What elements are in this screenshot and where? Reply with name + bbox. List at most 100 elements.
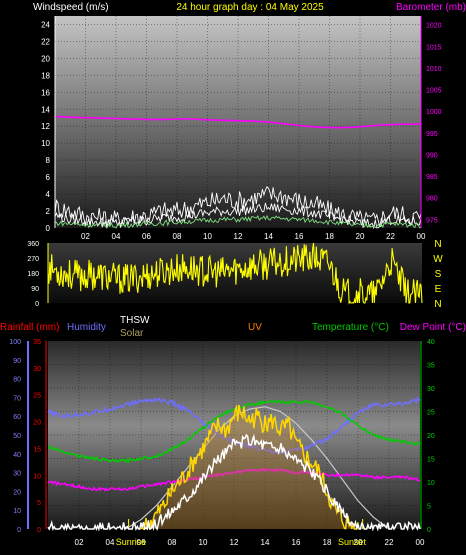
temperature-tick-label: 0 — [427, 527, 431, 534]
temperature-axis: 0 5 10 15 20 25 30 35 40 — [427, 339, 435, 534]
windspeed-tick-label: 2 — [46, 207, 51, 216]
wind-panel-series — [54, 115, 422, 230]
hour-tick-label: 16 — [292, 538, 301, 547]
barometer-tick-label: 975 — [426, 217, 438, 224]
windspeed-tick-label: 4 — [46, 190, 51, 199]
dewpoint-line — [47, 467, 421, 492]
solar-line — [140, 404, 359, 531]
wind_avg-line — [54, 214, 421, 229]
windspeed-tick-label: 24 — [41, 20, 50, 29]
humidity-tick-label: 30 — [13, 471, 21, 478]
hour-tick-label: 08 — [168, 538, 177, 547]
hour-tick-label: 18 — [325, 232, 334, 241]
temperature-line — [47, 399, 421, 464]
windspeed-label: Windspeed (m/s) — [33, 2, 109, 13]
hour-tick-label: 00 — [417, 232, 426, 241]
temperature-tick-label: 20 — [427, 433, 435, 440]
solar-area — [141, 405, 358, 529]
hour-tick-label: 20 — [354, 538, 363, 547]
windspeed-tick-label: 16 — [41, 88, 50, 97]
barometer-axis: 975 980 985 990 995 1000 1005 1010 1015 1020 — [426, 23, 442, 225]
direction-tick-label: 0 — [35, 301, 39, 308]
compass-label: N — [434, 299, 441, 310]
dewpoint-label: Dew Point (°C) — [400, 322, 466, 333]
humidity-tick-label: 70 — [13, 395, 21, 402]
temperature-panel-hour-axis: 02 04 06 08 10 12 14 16 18 20 22 00 — [75, 538, 425, 547]
windspeed-tick-label: 0 — [46, 224, 51, 233]
hour-tick-label: 02 — [75, 538, 84, 547]
humidity-label: Humidity — [67, 322, 106, 333]
rainfall-tick-label: 25 — [33, 393, 41, 400]
hour-tick-label: 04 — [112, 232, 121, 241]
temperature-tick-label: 10 — [427, 480, 435, 487]
thsw-label: THSW — [120, 315, 150, 326]
barometer-tick-label: 1010 — [426, 66, 442, 73]
hour-tick-label: 16 — [295, 232, 304, 241]
humidity-tick-label: 90 — [13, 358, 21, 365]
direction-tick-label: 360 — [27, 241, 39, 248]
rainfall-tick-label: 15 — [33, 446, 41, 453]
hour-tick-label: 12 — [230, 538, 239, 547]
solar_max-line — [125, 406, 390, 530]
compass-label: E — [435, 284, 442, 295]
rainfall-tick-label: 0 — [37, 527, 41, 534]
temperature-tick-label: 30 — [427, 386, 435, 393]
sunset-label: Sunset — [338, 537, 367, 547]
wind-panel-hour-axis: 02 04 06 08 10 12 14 16 18 20 22 00 — [81, 232, 426, 241]
rainfall-tick-label: 20 — [33, 420, 41, 427]
windspeed-tick-label: 22 — [41, 37, 50, 46]
windspeed-tick-label: 8 — [46, 156, 51, 165]
hour-tick-label: 10 — [199, 538, 208, 547]
hour-tick-label: 14 — [261, 538, 270, 547]
temperature-tick-label: 5 — [427, 504, 431, 511]
temperature-tick-label: 25 — [427, 410, 435, 417]
temperature-tick-label: 35 — [427, 363, 435, 370]
direction-line — [47, 242, 423, 305]
hour-tick-label: 04 — [106, 538, 115, 547]
compass-label: W — [433, 254, 443, 265]
humidity-tick-label: 60 — [13, 414, 21, 421]
wind-line — [54, 202, 422, 230]
compass-label: N — [434, 239, 441, 250]
barometer-tick-label: 1020 — [426, 23, 442, 30]
rainfall-tick-label: 35 — [33, 339, 41, 346]
rainfall-tick-label: 30 — [33, 366, 41, 373]
rainfall-tick-label: 10 — [33, 473, 41, 480]
hour-tick-label: 14 — [264, 232, 273, 241]
windspeed-tick-label: 6 — [46, 173, 51, 182]
hour-tick-label: 00 — [416, 538, 425, 547]
hour-tick-label: 22 — [386, 232, 395, 241]
uv-label: UV — [248, 322, 262, 333]
windspeed-tick-label: 10 — [41, 139, 50, 148]
humidity-axis: 0 10 20 30 40 50 60 70 80 90 100 — [9, 339, 21, 534]
temperature-tick-label: 15 — [427, 457, 435, 464]
windspeed-tick-label: 12 — [41, 122, 50, 131]
windspeed-tick-label: 18 — [41, 71, 50, 80]
hour-tick-label: 02 — [81, 232, 90, 241]
humidity-tick-label: 100 — [9, 339, 21, 346]
humidity-tick-label: 20 — [13, 489, 21, 496]
hour-tick-label: 06 — [137, 538, 146, 547]
compass-label: S — [435, 269, 442, 280]
barometer-line — [54, 115, 421, 129]
humidity-tick-label: 10 — [13, 508, 21, 515]
windspeed-tick-label: 20 — [41, 54, 50, 63]
hour-tick-label: 06 — [142, 232, 151, 241]
rainfall-tick-label: 5 — [37, 500, 41, 507]
hour-tick-label: 22 — [385, 538, 394, 547]
hour-tick-label: 12 — [234, 232, 243, 241]
hour-tick-label: 18 — [323, 538, 332, 547]
barometer-tick-label: 990 — [426, 152, 438, 159]
hour-tick-label: 20 — [356, 232, 365, 241]
direction-tick-label: 270 — [27, 256, 39, 263]
hour-tick-label: 08 — [173, 232, 182, 241]
barometer-tick-label: 1005 — [426, 88, 442, 95]
temperature-tick-label: 40 — [427, 339, 435, 346]
direction-tick-label: 180 — [27, 271, 39, 278]
wind-panel-background — [55, 16, 421, 228]
chart-title: 24 hour graph day : 04 May 2025 — [176, 2, 324, 13]
humidity-tick-label: 80 — [13, 377, 21, 384]
